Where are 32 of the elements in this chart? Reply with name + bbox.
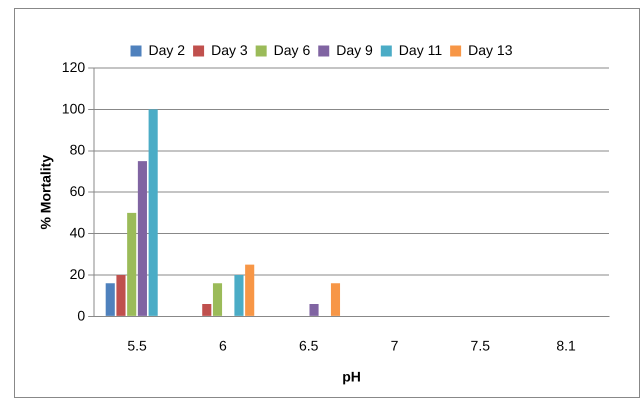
y-tick-label: 60: [70, 183, 86, 200]
bar: [330, 283, 340, 316]
bar: [234, 275, 244, 316]
y-tick-label: 80: [70, 142, 86, 158]
legend-label: Day 3: [211, 42, 248, 58]
legend-label: Day 13: [468, 42, 513, 58]
bar: [245, 264, 254, 316]
y-tick-label: 0: [77, 307, 86, 324]
x-tick-label: 7.5: [470, 338, 490, 354]
x-tick-label: 7: [390, 338, 399, 354]
y-tick-label: 100: [62, 100, 86, 116]
y-tick-label: 20: [70, 266, 86, 282]
x-tick-label: 5.5: [127, 338, 148, 354]
bar: [127, 212, 136, 316]
bar: [309, 304, 319, 316]
legend-label: Day 11: [398, 42, 442, 58]
bar: [138, 161, 147, 316]
y-tick-label: 120: [62, 58, 86, 75]
x-tick-label: 6: [218, 338, 227, 354]
bar: [202, 304, 212, 316]
bar: [148, 109, 158, 316]
x-axis-title: pH: [342, 368, 361, 384]
y-tick-label: 40: [70, 224, 86, 240]
y-axis-title: % Mortality: [37, 154, 54, 230]
x-tick-label: 6.5: [298, 338, 319, 354]
bar: [106, 283, 115, 316]
bar: [116, 275, 126, 316]
legend-label: Day 6: [274, 42, 310, 58]
bar: [212, 283, 222, 316]
legend-label: Day 9: [336, 42, 374, 58]
legend-label: Day 2: [148, 42, 186, 58]
x-tick-label: 8.1: [556, 338, 576, 354]
